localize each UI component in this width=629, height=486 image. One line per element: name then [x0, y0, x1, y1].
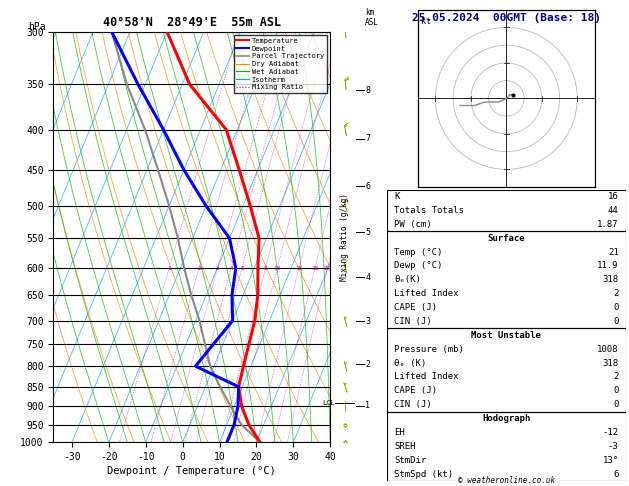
Text: 5: 5 [365, 228, 370, 237]
Text: Lifted Index: Lifted Index [394, 289, 459, 298]
Text: 44: 44 [608, 206, 619, 215]
Text: EH: EH [394, 428, 404, 437]
Text: 16: 16 [608, 192, 619, 201]
Text: kt: kt [421, 17, 431, 26]
Text: 25: 25 [324, 265, 331, 271]
Text: -12: -12 [603, 428, 619, 437]
Text: 1: 1 [365, 401, 370, 410]
Text: 5: 5 [240, 265, 244, 271]
Text: © weatheronline.co.uk: © weatheronline.co.uk [458, 475, 555, 485]
Text: 20: 20 [311, 265, 319, 271]
Text: 2: 2 [197, 265, 201, 271]
Text: CIN (J): CIN (J) [394, 400, 431, 409]
Text: Lifted Index: Lifted Index [394, 372, 459, 382]
Text: SREH: SREH [394, 442, 416, 451]
Text: 11.9: 11.9 [597, 261, 619, 270]
Text: θₑ(K): θₑ(K) [394, 275, 421, 284]
Text: CAPE (J): CAPE (J) [394, 386, 437, 396]
Bar [387, 190, 626, 231]
Text: 318: 318 [603, 275, 619, 284]
Text: 0: 0 [613, 386, 619, 396]
Text: 10: 10 [274, 265, 281, 271]
Bar [387, 231, 626, 329]
Text: 4: 4 [229, 265, 233, 271]
Text: Surface: Surface [487, 234, 525, 243]
Text: 15: 15 [295, 265, 303, 271]
Text: 0: 0 [613, 317, 619, 326]
Text: 6: 6 [613, 469, 619, 479]
Text: Temp (°C): Temp (°C) [394, 247, 442, 257]
Text: CIN (J): CIN (J) [394, 317, 431, 326]
Legend: Temperature, Dewpoint, Parcel Trajectory, Dry Adiabat, Wet Adiabat, Isotherm, Mi: Temperature, Dewpoint, Parcel Trajectory… [233, 35, 326, 93]
Text: K: K [394, 192, 399, 201]
Text: Most Unstable: Most Unstable [471, 331, 542, 340]
Text: PW (cm): PW (cm) [394, 220, 431, 229]
Text: 3: 3 [365, 317, 370, 326]
Text: Totals Totals: Totals Totals [394, 206, 464, 215]
Text: 2: 2 [365, 360, 370, 368]
Text: 0: 0 [613, 400, 619, 409]
Text: Dewp (°C): Dewp (°C) [394, 261, 442, 270]
Text: StmDir: StmDir [394, 456, 426, 465]
Text: 21: 21 [608, 247, 619, 257]
Text: -3: -3 [608, 442, 619, 451]
Text: Pressure (mb): Pressure (mb) [394, 345, 464, 354]
Text: 25.05.2024  00GMT (Base: 18): 25.05.2024 00GMT (Base: 18) [412, 13, 601, 23]
X-axis label: Dewpoint / Temperature (°C): Dewpoint / Temperature (°C) [108, 466, 276, 476]
Text: 1: 1 [167, 265, 171, 271]
Title: 40°58'N  28°49'E  55m ASL: 40°58'N 28°49'E 55m ASL [103, 16, 281, 29]
Text: 8: 8 [365, 86, 370, 95]
Text: Hodograph: Hodograph [482, 414, 530, 423]
Text: StmSpd (kt): StmSpd (kt) [394, 469, 453, 479]
Text: 1.87: 1.87 [597, 220, 619, 229]
Bar [387, 329, 626, 412]
Text: 7: 7 [365, 134, 370, 143]
Text: 8: 8 [264, 265, 267, 271]
Text: 2: 2 [613, 289, 619, 298]
Text: 6: 6 [365, 182, 370, 191]
Text: 13°: 13° [603, 456, 619, 465]
Text: 0: 0 [613, 303, 619, 312]
Text: hPa: hPa [28, 21, 46, 32]
Bar [387, 412, 626, 481]
Text: LCL: LCL [322, 399, 335, 405]
Text: CAPE (J): CAPE (J) [394, 303, 437, 312]
Text: 4: 4 [365, 273, 370, 282]
Text: km
ASL: km ASL [365, 8, 379, 28]
Text: 2: 2 [613, 372, 619, 382]
Text: 3: 3 [216, 265, 220, 271]
Text: 318: 318 [603, 359, 619, 367]
Text: θₑ (K): θₑ (K) [394, 359, 426, 367]
Text: 1008: 1008 [597, 345, 619, 354]
Text: Mixing Ratio (g/kg): Mixing Ratio (g/kg) [340, 193, 349, 281]
